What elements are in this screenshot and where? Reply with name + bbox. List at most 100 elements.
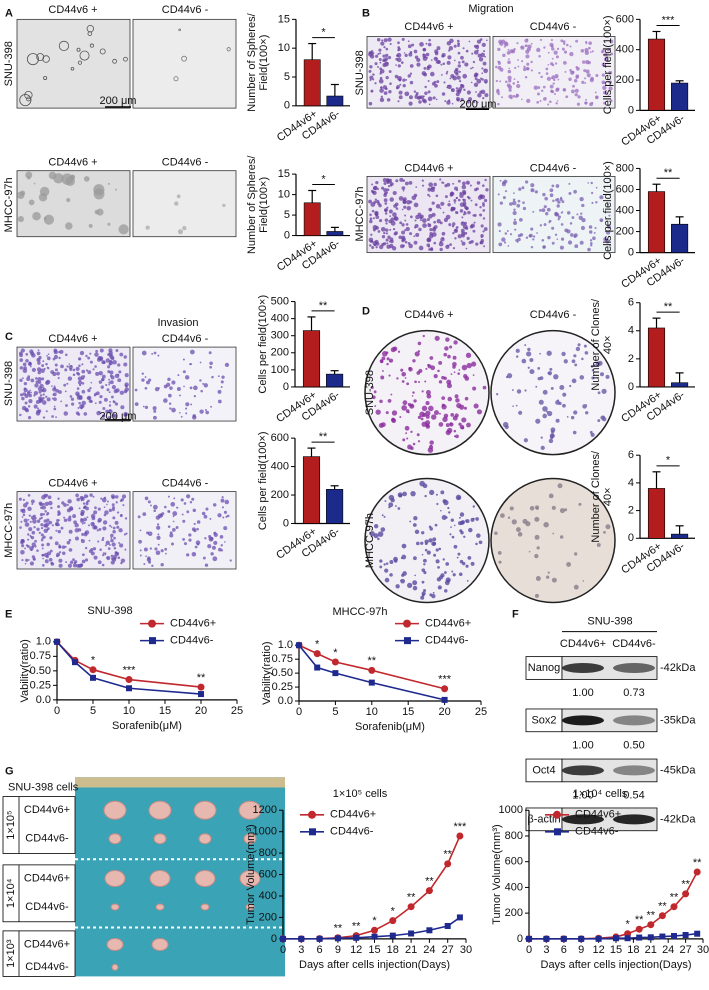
colony [571,359,576,364]
cell [384,212,388,215]
cell [482,204,485,207]
cell [514,66,517,70]
blot-band [613,715,655,726]
bar [326,231,344,236]
cell [213,531,217,535]
cell [380,186,385,190]
colony [373,533,379,539]
cell [37,349,40,352]
cell [45,410,48,413]
cell [375,215,380,219]
cell [406,205,412,211]
cell [212,556,218,562]
colony [538,399,544,405]
cell [432,227,437,232]
cell [453,199,457,202]
cell [446,86,449,89]
y-tick-label: 1.0 [278,639,293,651]
cell [21,559,24,562]
cell [483,227,488,231]
colony [534,534,540,540]
culture-plate [490,477,616,604]
cell [224,499,230,505]
cell [27,533,30,536]
cell [387,235,391,239]
cell [63,411,69,416]
cell [104,553,107,556]
legend-label: CD44v6+ [575,809,621,821]
cell [397,47,401,51]
cell [413,49,418,54]
colony [433,410,439,416]
cell [192,508,197,513]
cell [407,44,412,49]
cell [148,560,152,564]
colony [405,432,408,435]
cell [395,64,397,66]
cell [483,198,488,203]
cell [99,548,102,551]
cell [43,75,48,80]
label: Sox2 [531,714,556,726]
cell [573,189,577,194]
colony [535,576,541,581]
colony [379,559,383,563]
cell [525,54,530,59]
cell [551,184,555,188]
cell [24,562,27,565]
legend-label: CD44v6+ [170,618,216,630]
colony [406,437,409,440]
x-tick-label: 21 [645,944,657,956]
cell [29,520,32,523]
cell [584,41,588,44]
cell [507,75,512,80]
cell [19,366,24,370]
colony [515,348,520,353]
colony [550,435,554,440]
colony [424,548,428,552]
tumor [153,833,167,845]
cell [28,399,33,404]
cell [477,93,482,98]
cell [77,407,80,409]
cell [576,102,581,106]
cell [381,242,385,247]
cell [503,179,508,184]
cell [398,235,403,240]
cell [512,200,517,206]
cell [592,236,596,241]
x-axis-label: Sorafenib(μM) [355,721,425,733]
cell [116,511,120,514]
x-tick-label: 5 [90,705,96,717]
colony [409,520,412,523]
cell [195,540,201,545]
cell [397,41,400,45]
point [407,903,415,911]
cell [81,559,86,564]
cell [42,513,46,516]
cell [58,563,63,568]
cell [561,200,565,204]
cell [24,401,28,405]
cell [204,563,209,567]
cell [41,547,44,550]
cell [27,538,30,541]
colony [402,571,407,576]
label: CD44v6 + [48,478,97,490]
cell [427,96,433,102]
cell [409,50,413,54]
cell [220,549,224,552]
annotation: * [333,647,338,659]
cell [171,407,176,413]
cell [57,376,60,380]
colony [436,502,439,506]
cell [83,375,86,378]
cell [460,97,464,102]
cell [226,47,231,52]
cell [465,207,469,210]
cell [603,101,606,105]
cell [107,500,109,503]
x-tick-label: 30 [460,944,472,956]
cell [27,518,30,521]
colony [590,432,595,437]
